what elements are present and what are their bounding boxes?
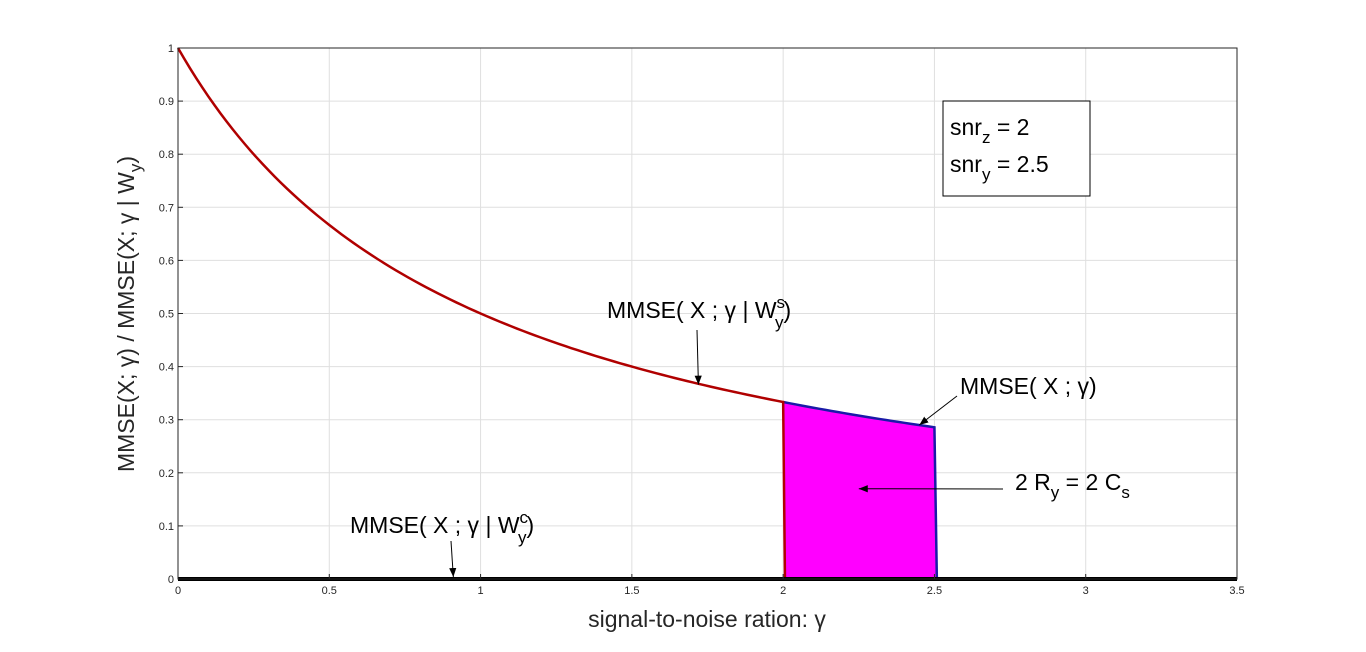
grid-lines xyxy=(178,48,1237,579)
y-tick-label: 0 xyxy=(168,574,174,586)
y-axis-label-sub: y xyxy=(126,163,145,172)
snr-y-value: = 2.5 xyxy=(990,151,1048,177)
y-tick-labels: 0 0.1 0.2 0.3 0.4 0.5 0.6 0.7 0.8 0.9 1 xyxy=(159,43,183,586)
y-tick-label: 0.8 xyxy=(159,149,174,161)
y-tick-label: 0.5 xyxy=(159,309,174,321)
snr-z-value: = 2 xyxy=(990,114,1029,140)
annotation-area-pre: 2 R xyxy=(1015,469,1051,495)
mmse-ws-curve-line xyxy=(176,47,787,580)
snr-y-sub: y xyxy=(982,165,991,184)
annotation-area-label: 2 Ry = 2 Cs xyxy=(1015,469,1130,502)
x-axis-label: signal-to-noise ration: γ xyxy=(588,606,826,632)
y-axis-label-main: MMSE(X; γ) / MMSE(X; γ | W xyxy=(113,172,139,472)
y-tick-label: 1 xyxy=(168,43,174,55)
annotation-area-mid: = 2 C xyxy=(1059,469,1121,495)
y-axis-label: MMSE(X; γ) / MMSE(X; γ | Wy) xyxy=(113,156,145,472)
x-tick-label: 1 xyxy=(478,585,484,597)
y-tick-label: 0.2 xyxy=(159,468,174,480)
x-tick-label: 0 xyxy=(175,585,181,597)
x-tick-label: 2 xyxy=(780,585,786,597)
annotation-area-sub2: s xyxy=(1121,483,1130,502)
snr-y-name: snr xyxy=(950,151,982,177)
snr-z-sub: z xyxy=(982,128,991,147)
y-tick-label: 0.4 xyxy=(159,362,174,374)
annotation-ws-sub: y xyxy=(775,313,784,332)
x-tick-label: 0.5 xyxy=(322,585,337,597)
annotation-mmse-arrow xyxy=(918,395,958,426)
annotation-mmse: MMSE( X ; γ) xyxy=(918,373,1097,426)
annotation-area: 2 Ry = 2 Cs xyxy=(858,469,1130,502)
annotation-wc-post: ) xyxy=(527,512,535,538)
y-axis-label-close: ) xyxy=(113,156,139,164)
annotation-wc-sup: c xyxy=(520,508,529,527)
annotation-ws-sup: s xyxy=(777,293,786,312)
annotation-ws-post: ) xyxy=(784,297,792,323)
annotation-wc-label: MMSE( X ; γ | Wc y) xyxy=(350,508,534,547)
annotation-wc-sub: y xyxy=(518,528,527,547)
snr-legend-frame xyxy=(942,100,1091,197)
y-tick-label: 0.9 xyxy=(159,96,174,108)
mmse-curve-line xyxy=(782,400,939,580)
y-tick-label: 0.6 xyxy=(159,255,174,267)
x-tick-label: 1.5 xyxy=(624,585,639,597)
annotation-mmse-label: MMSE( X ; γ) xyxy=(960,373,1097,399)
annotation-wc: MMSE( X ; γ | Wc y) xyxy=(350,508,534,578)
snr-z-name: snr xyxy=(950,114,982,140)
annotation-ws-pre: MMSE( X ; γ | W xyxy=(607,297,777,323)
y-tick-label: 0.3 xyxy=(159,415,174,427)
x-tick-label: 2.5 xyxy=(927,585,942,597)
annotation-wc-arrow xyxy=(449,540,457,578)
annotation-area-sub1: y xyxy=(1051,483,1060,502)
x-tick-label: 3 xyxy=(1083,585,1089,597)
annotation-wc-pre: MMSE( X ; γ | W xyxy=(350,512,520,538)
snr-legend-box: snrz = 2 snry = 2.5 xyxy=(942,100,1091,197)
annotation-ws: MMSE( X ; γ | Ws y) xyxy=(607,293,791,385)
x-tick-labels: 0 0.5 1 1.5 2 2.5 3 3.5 xyxy=(175,574,1245,597)
annotation-ws-label: MMSE( X ; γ | Ws y) xyxy=(607,293,791,332)
snr-y-line: snry = 2.5 xyxy=(950,151,1049,184)
annotation-ws-arrow xyxy=(694,329,702,385)
snr-z-line: snrz = 2 xyxy=(950,114,1029,147)
y-tick-label: 0.7 xyxy=(159,202,174,214)
shaded-area-region xyxy=(783,402,937,579)
x-tick-label: 3.5 xyxy=(1229,585,1244,597)
y-tick-label: 0.1 xyxy=(159,521,174,533)
